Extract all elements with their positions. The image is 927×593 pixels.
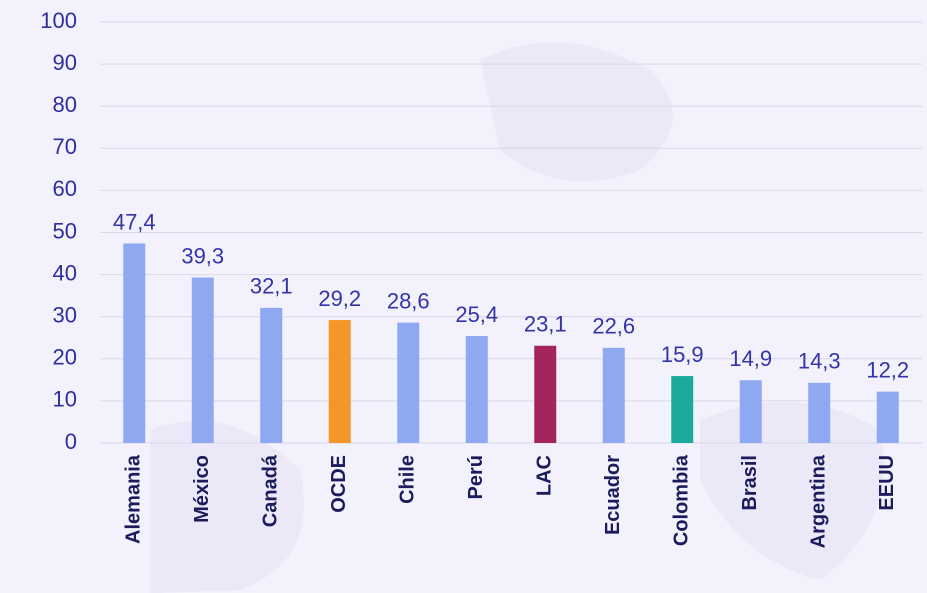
value-label: 25,4 — [455, 302, 498, 327]
bar — [397, 322, 420, 443]
value-label: 14,9 — [729, 346, 772, 371]
x-tick-label: México — [191, 455, 213, 523]
y-tick-label: 60 — [53, 176, 77, 201]
bar — [602, 347, 625, 443]
x-tick-label: LAC — [534, 455, 556, 496]
x-tick-label: Brasil — [739, 455, 761, 511]
value-label: 14,3 — [798, 349, 841, 374]
y-tick-label: 40 — [53, 260, 77, 285]
value-label: 23,1 — [524, 312, 567, 337]
y-tick-label: 10 — [53, 387, 77, 412]
bar — [465, 336, 488, 443]
y-tick-label: 90 — [53, 50, 77, 75]
y-tick-label: 50 — [53, 218, 77, 243]
y-tick-label: 0 — [65, 429, 77, 454]
y-tick-label: 70 — [53, 134, 77, 159]
value-label: 29,2 — [318, 286, 361, 311]
value-label: 39,3 — [181, 243, 224, 268]
bar — [808, 382, 831, 443]
bar — [260, 307, 283, 443]
x-tick-label: Perú — [465, 455, 487, 499]
x-tick-label: Chile — [397, 455, 419, 504]
bar — [739, 380, 762, 443]
value-label: 15,9 — [661, 342, 704, 367]
x-tick-label: EEUU — [876, 455, 898, 511]
y-tick-label: 80 — [53, 92, 77, 117]
map-shape — [480, 42, 673, 182]
value-label: 32,1 — [250, 274, 293, 299]
x-tick-label: OCDE — [328, 455, 350, 513]
bar — [876, 391, 899, 443]
map-shape — [150, 421, 304, 593]
x-tick-label: Canadá — [260, 454, 282, 527]
value-label: 28,6 — [387, 288, 430, 313]
value-label: 47,4 — [113, 209, 156, 234]
value-label: 22,6 — [592, 314, 635, 339]
bar — [328, 320, 351, 443]
x-tick-label: Ecuador — [602, 455, 624, 535]
map-shape — [700, 402, 884, 580]
bar — [671, 376, 694, 443]
bar — [534, 345, 557, 443]
value-label: 12,2 — [866, 357, 909, 382]
bar — [123, 243, 146, 443]
y-tick-label: 20 — [53, 345, 77, 370]
y-tick-label: 30 — [53, 303, 77, 328]
x-tick-label: Colombia — [671, 454, 693, 546]
bar — [191, 277, 214, 443]
y-tick-label: 100 — [40, 8, 77, 33]
x-tick-label: Alemania — [123, 454, 145, 544]
x-tick-label: Argentina — [808, 454, 830, 548]
